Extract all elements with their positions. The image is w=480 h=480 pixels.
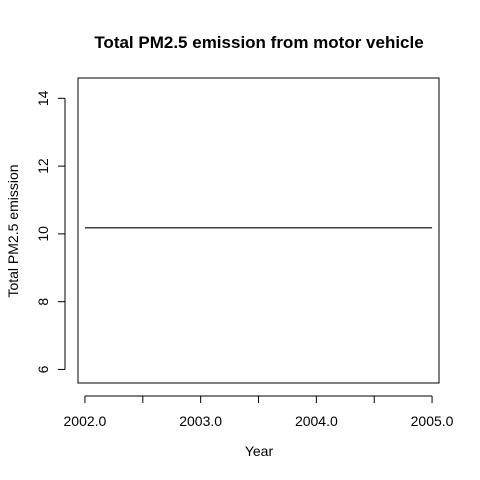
y-tick-label: 8 (35, 298, 51, 306)
y-axis: 6 8 10 12 14 (35, 90, 66, 373)
x-tick-label: 2003.0 (179, 413, 222, 429)
y-tick-label: 10 (35, 226, 51, 242)
x-axis-label: Year (245, 443, 274, 459)
chart-title: Total PM2.5 emission from motor vehicle (94, 33, 423, 52)
y-tick-label: 14 (35, 90, 51, 106)
x-axis: 2002.0 2003.0 2004.0 2005.0 (64, 395, 454, 429)
y-tick-label: 6 (35, 365, 51, 373)
x-tick-label: 2005.0 (411, 413, 454, 429)
x-tick-label: 2002.0 (64, 413, 107, 429)
y-axis-label: Total PM2.5 emission (5, 164, 21, 297)
y-tick-label: 12 (35, 158, 51, 174)
x-tick-label: 2004.0 (295, 413, 338, 429)
plot-area-frame (77, 77, 440, 384)
